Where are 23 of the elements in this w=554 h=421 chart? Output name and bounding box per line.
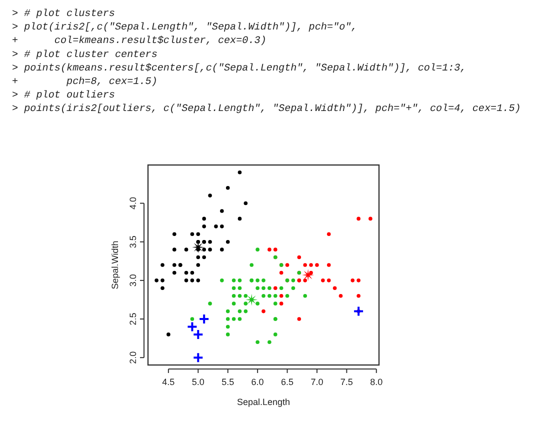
text: > points(iris2[outliers, c("Sepal.Length", "Sepal.Width")], pch="+", col=4, cex=1.5) (12, 103, 521, 116)
y-tick-label: 3.0 (128, 274, 138, 287)
text: > # plot clusters (12, 8, 115, 20)
text: > points(kmeans.result$centers[,c("Sepal.Length", "Sepal.Width")], col=1:3, (12, 62, 466, 74)
y-tick-label: 3.5 (128, 236, 138, 248)
x-tick-label: 7.5 (340, 377, 353, 387)
y-tick-label: 2.0 (128, 351, 138, 364)
x-tick-label: 5.0 (192, 377, 204, 387)
text: + pch=8, cex=1.5) (12, 76, 158, 88)
y-tick-label: 4.0 (128, 197, 138, 210)
x-tick-label: 8.0 (370, 377, 383, 387)
x-tick-label: 6.5 (281, 377, 294, 387)
text: > plot(iris2[,c("Sepal.Length", "Sepal.Width")], pch="o", (12, 22, 358, 34)
y-tick-label: 2.5 (128, 312, 138, 326)
y-axis-title: Sepal.Width (110, 240, 120, 290)
text: + col=kmeans.result$cluster, cex=0.3) (12, 35, 266, 48)
text: > # plot cluster centers (12, 48, 158, 61)
x-tick-label: 6.0 (251, 377, 264, 387)
x-tick-label: 5.5 (222, 377, 234, 387)
x-tick-label: 7.0 (310, 377, 324, 387)
text: > # plot outliers (12, 90, 115, 102)
x-tick-label: 4.5 (162, 377, 175, 387)
x-axis-title: Sepal.Length (236, 397, 290, 407)
